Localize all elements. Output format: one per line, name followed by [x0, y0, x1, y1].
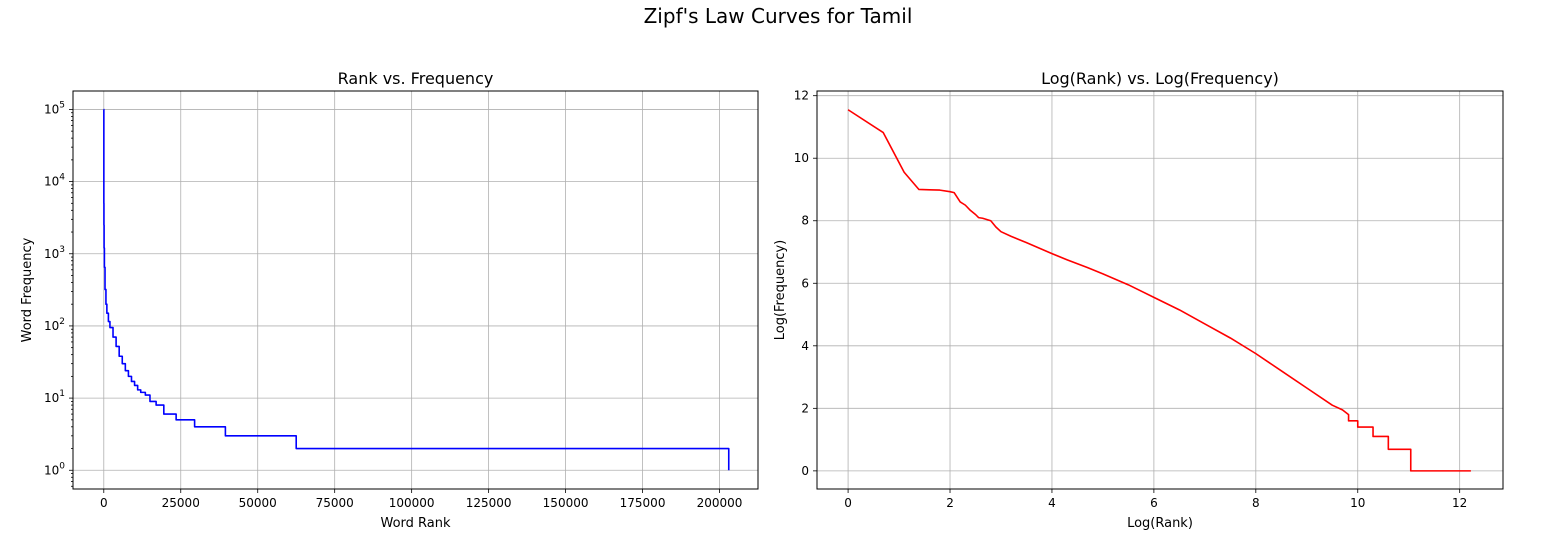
log-rank-frequency-x-tick-label: 12 [1452, 496, 1467, 510]
rank-frequency-x-tick-label: 50000 [239, 496, 277, 510]
rank-frequency-plot-frame [72, 90, 759, 490]
rank-frequency-subplot: 0 25000 50000 75000 100000 125000 150000 175000… [20, 69, 759, 531]
rank-frequency-y-tick-label: 105 [44, 100, 65, 116]
rank-frequency-x-tick-label: 150000 [543, 496, 589, 510]
rank-frequency-grid [73, 91, 758, 489]
log-rank-frequency-x-label: Log(Rank) [1127, 516, 1193, 531]
figure-title: Zipf's Law Curves for Tamil [643, 4, 913, 28]
rank-frequency-y-tick-label: 103 [44, 245, 65, 261]
log-rank-frequency-y-tick-label: 0 [801, 464, 809, 478]
rank-frequency-line-0 [103, 108, 730, 471]
log-rank-frequency-x-tick-label: 8 [1252, 496, 1260, 510]
rank-frequency-y-label: Word Frequency [20, 237, 35, 342]
rank-frequency-x-tick-label: 125000 [466, 496, 512, 510]
rank-frequency-x-tick-label: 75000 [316, 496, 354, 510]
rank-frequency-y-tick-label: 101 [44, 389, 65, 405]
log-rank-frequency-y-tick-label: 10 [794, 151, 809, 165]
rank-frequency-x-tick-label: 175000 [620, 496, 666, 510]
rank-frequency-y-tick-label: 100 [44, 461, 65, 477]
log-rank-frequency-subplot: 0 2 4 6 8 10 12 0 2 4 6 8 10 12 Log(Rank) vs. Log(Fr… [773, 69, 1504, 531]
rank-frequency-series [103, 108, 730, 471]
log-rank-frequency-y-tick-label: 8 [801, 214, 809, 228]
log-rank-frequency-x-tick-label: 2 [946, 496, 954, 510]
rank-frequency-x-tick-label: 25000 [162, 496, 200, 510]
log-rank-frequency-line-0 [847, 109, 1471, 472]
rank-frequency-y-ticks: 100 101 102 103 104 105 [44, 100, 73, 487]
rank-frequency-x-tick-label: 200000 [697, 496, 743, 510]
rank-frequency-x-label: Word Rank [380, 516, 450, 531]
rank-frequency-y-tick-label: 102 [44, 317, 65, 333]
rank-frequency-x-ticks: 0 25000 50000 75000 100000 125000 150000 175000… [100, 489, 742, 510]
log-rank-frequency-y-tick-label: 4 [801, 339, 809, 353]
log-rank-frequency-y-label: Log(Frequency) [773, 240, 788, 341]
rank-frequency-title: Rank vs. Frequency [338, 69, 494, 88]
log-rank-frequency-y-tick-label: 12 [794, 89, 809, 103]
log-rank-frequency-x-tick-label: 4 [1048, 496, 1056, 510]
log-rank-frequency-x-tick-label: 6 [1150, 496, 1158, 510]
log-rank-frequency-title: Log(Rank) vs. Log(Frequency) [1041, 69, 1279, 88]
rank-frequency-x-tick-label: 100000 [389, 496, 435, 510]
log-rank-frequency-plot-frame [816, 90, 1504, 490]
rank-frequency-y-tick-label: 104 [44, 173, 65, 189]
log-rank-frequency-series [847, 109, 1471, 472]
log-rank-frequency-y-ticks: 0 2 4 6 8 10 12 [794, 89, 817, 478]
log-rank-frequency-y-tick-label: 6 [801, 276, 809, 290]
log-rank-frequency-grid [817, 91, 1503, 489]
log-rank-frequency-y-tick-label: 2 [801, 401, 809, 415]
log-rank-frequency-x-ticks: 0 2 4 6 8 10 12 [844, 489, 1467, 510]
log-rank-frequency-x-tick-label: 0 [844, 496, 852, 510]
log-rank-frequency-x-tick-label: 10 [1350, 496, 1365, 510]
rank-frequency-x-tick-label: 0 [100, 496, 108, 510]
